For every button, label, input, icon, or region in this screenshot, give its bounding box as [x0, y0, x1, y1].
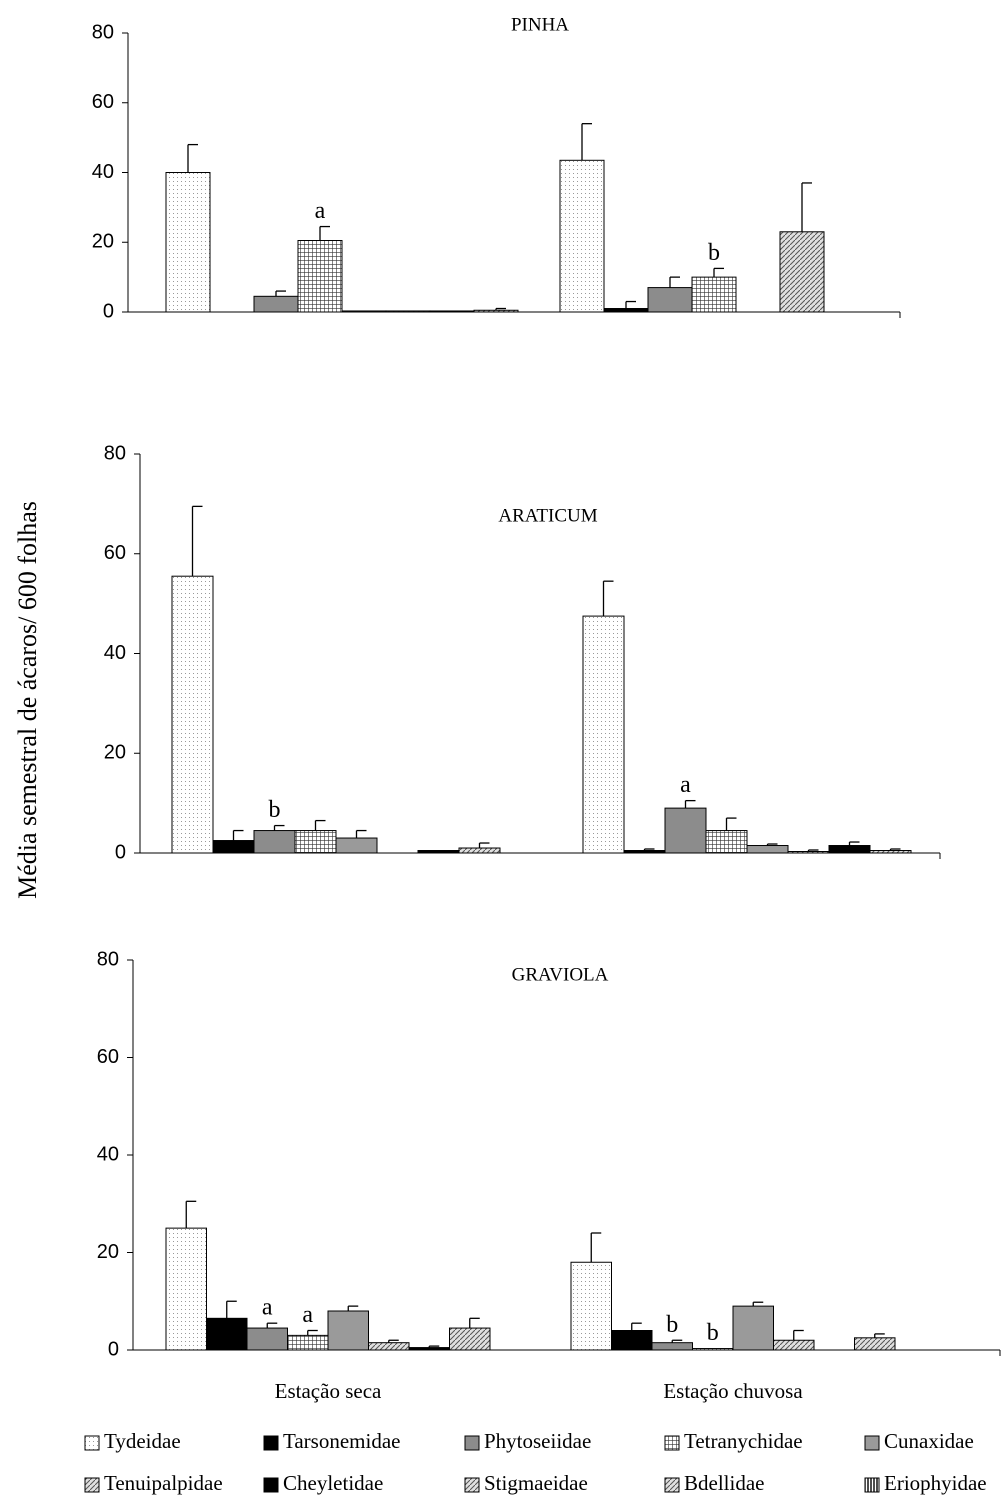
legend-label: Eriophyidae — [884, 1471, 987, 1495]
x-tick-label: Estação seca — [275, 1379, 382, 1403]
bar — [746, 845, 789, 854]
bar — [429, 310, 475, 313]
legend-label: Cunaxidae — [884, 1429, 974, 1453]
bar — [458, 847, 501, 854]
significance-letter: a — [262, 1295, 273, 1321]
legend-label: Phytoseiidae — [484, 1429, 591, 1453]
bar — [647, 287, 693, 313]
y-axis-label: Média semestral de ácaros/ 600 folhas — [13, 501, 42, 899]
bar — [570, 1261, 612, 1351]
significance-letter: b — [269, 797, 281, 823]
significance-letter: a — [315, 198, 326, 224]
bar — [732, 1305, 774, 1351]
bar — [212, 840, 255, 854]
legend-label: Tydeidae — [104, 1429, 181, 1453]
bar — [869, 850, 912, 854]
legend-swatch — [84, 1477, 100, 1493]
significance-letter: b — [666, 1312, 678, 1338]
bar — [623, 850, 666, 854]
legend-swatch — [664, 1435, 680, 1451]
y-tick-label: 40 — [97, 1143, 119, 1165]
bar — [335, 837, 378, 854]
panel-title: ARATICUM — [498, 505, 597, 526]
y-tick-label: 40 — [104, 642, 126, 664]
legend-swatch — [464, 1477, 480, 1493]
bar — [559, 159, 605, 313]
bar — [253, 295, 299, 313]
bar — [171, 575, 214, 854]
bar — [611, 1330, 653, 1351]
legend-label: Stigmaeidae — [484, 1471, 588, 1495]
legend-label: Bdellidae — [684, 1471, 764, 1495]
bar — [473, 309, 519, 313]
y-tick-label: 20 — [97, 1241, 119, 1263]
bar — [408, 1347, 450, 1351]
y-tick-label: 80 — [92, 21, 114, 43]
bar — [297, 240, 343, 313]
significance-letter: a — [302, 1302, 313, 1328]
y-tick-label: 0 — [103, 300, 114, 322]
legend-swatch — [864, 1435, 880, 1451]
bar — [705, 830, 748, 854]
bar — [603, 308, 649, 313]
significance-letter: b — [707, 1320, 719, 1346]
legend-label: Tenuipalpidae — [104, 1471, 223, 1495]
bar — [779, 231, 825, 313]
legend-swatch — [664, 1477, 680, 1493]
bar — [773, 1339, 815, 1351]
significance-letter: a — [680, 772, 691, 798]
bar — [165, 172, 211, 313]
legend-swatch — [263, 1435, 279, 1451]
bar — [664, 807, 707, 854]
x-tick-label: Estação chuvosa — [663, 1379, 803, 1403]
bar — [341, 310, 387, 313]
y-tick-label: 40 — [92, 161, 114, 183]
significance-letter: b — [708, 240, 720, 266]
bar — [368, 1342, 410, 1351]
panel-title: PINHA — [511, 14, 569, 35]
bar — [417, 850, 460, 854]
bar — [385, 310, 431, 313]
y-tick-label: 20 — [92, 231, 114, 253]
bar — [828, 845, 871, 854]
bar — [287, 1334, 329, 1351]
bar — [327, 1310, 369, 1351]
bar — [787, 851, 830, 854]
legend-label: Tetranychidae — [684, 1429, 803, 1453]
legend-swatch — [464, 1435, 480, 1451]
bar — [692, 1348, 734, 1351]
bar — [165, 1227, 207, 1351]
y-tick-label: 0 — [108, 1338, 119, 1360]
y-tick-label: 80 — [104, 442, 126, 464]
y-tick-label: 80 — [97, 948, 119, 970]
legend-label: Tarsonemidae — [283, 1429, 400, 1453]
y-tick-label: 20 — [104, 742, 126, 764]
bar — [651, 1342, 693, 1351]
legend-swatch — [864, 1477, 880, 1493]
bar — [253, 830, 296, 854]
bar — [854, 1337, 896, 1351]
legend-label: Cheyletidae — [283, 1471, 383, 1495]
panel-title: GRAVIOLA — [512, 964, 609, 985]
bar — [691, 276, 737, 313]
bar — [449, 1327, 491, 1351]
bar — [206, 1317, 248, 1351]
bar — [294, 830, 337, 854]
y-tick-label: 60 — [104, 542, 126, 564]
legend-swatch — [84, 1435, 100, 1451]
y-tick-label: 60 — [92, 91, 114, 113]
y-tick-label: 60 — [97, 1046, 119, 1068]
bar — [582, 615, 625, 854]
bar — [246, 1327, 288, 1351]
legend-swatch — [263, 1477, 279, 1493]
y-tick-label: 0 — [115, 841, 126, 863]
